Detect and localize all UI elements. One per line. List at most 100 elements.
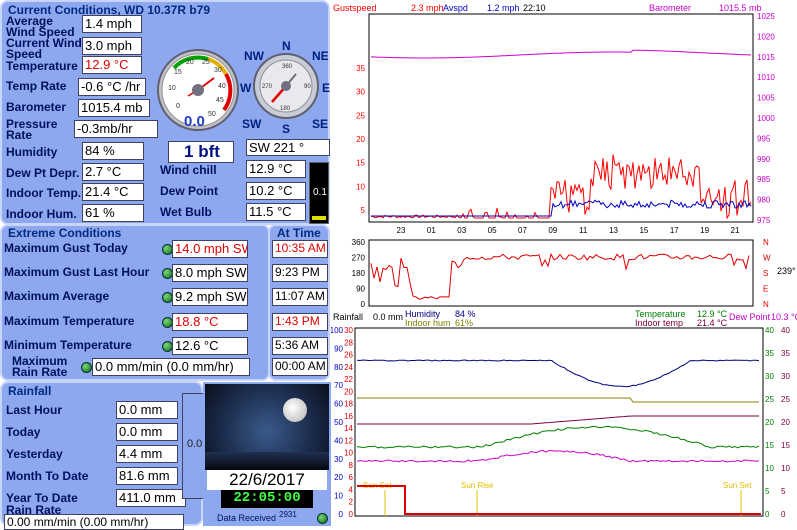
rain-rate-label: Rain Rate (6, 503, 62, 517)
windchill-value: 12.9 °C (246, 160, 306, 178)
temperature-axis-tick: 0 (765, 510, 770, 519)
wind-direction-compass: 360 90 180 270 N NE E SE S SW W NW (240, 39, 330, 134)
direction-letter: E (763, 285, 768, 294)
indoor-temp-axis-tick: 35 (781, 349, 790, 358)
indoor-temp-axis-tick: 0 (781, 510, 786, 519)
current-conditions-title: Current Conditions, WD 10.37R b79 (8, 3, 211, 17)
baro-label: Barometer (649, 3, 691, 13)
time-axis-tick: 17 (670, 226, 679, 235)
rain-axis-tick: 4 (349, 485, 354, 494)
gauge-tick: 45 (216, 97, 224, 104)
temp-rate-label: Temp Rate (6, 79, 67, 93)
rain-rate-value: 0.00 mm/min (0.00 mm/hr) (4, 514, 184, 530)
direction-axis-tick: 360 (352, 238, 366, 247)
avg-series (371, 199, 752, 217)
rain-axis-tick: 16 (344, 412, 353, 421)
indoor-humidity-value: 61 % (82, 204, 144, 222)
temperature-axis-tick: 5 (765, 487, 770, 496)
humidity-axis-tick: 10 (334, 492, 343, 501)
barometer-label: Barometer (6, 100, 67, 114)
year-to-date-value: 411.0 mm (116, 489, 186, 507)
gust-label: Gustspeed (333, 3, 377, 13)
direction-letter: S (763, 269, 768, 278)
time-axis-tick: 21 (731, 226, 740, 235)
extreme-row-time: 9:23 PM (272, 264, 328, 282)
extreme-row-label: Maximum Average (4, 289, 110, 303)
wetbulb-value: 11.5 °C (246, 203, 306, 221)
rain-gauge-value: 0.0 (187, 438, 203, 450)
extreme-row-label: Maximum Gust Today (4, 241, 128, 255)
rain-axis-tick: 30 (344, 326, 353, 335)
svg-text:90: 90 (304, 84, 311, 90)
sunset2-label: Sun Set (723, 481, 752, 490)
rain-axis-tick: 22 (344, 375, 353, 384)
extreme-row-label: Maximum Gust Last Hour (4, 265, 150, 279)
today-value: 0.0 mm (116, 423, 178, 441)
time-axis-tick: 01 (427, 226, 436, 235)
dew-depression-value: 2.7 °C (82, 163, 144, 181)
extreme-row-time: 11:07 AM (272, 288, 328, 306)
temperature-value: 12.9 °C (82, 56, 142, 74)
temperature-axis-tick: 30 (765, 372, 774, 381)
gauge-tick: 15 (174, 69, 182, 76)
current-conditions-panel: Current Conditions, WD 10.37R b79 Averag… (0, 0, 330, 225)
rainfall-title: Rainfall (8, 384, 52, 398)
baro-axis-tick: 1010 (757, 73, 775, 82)
baro-axis-tick: 995 (757, 134, 771, 143)
humidity-axis-tick: 70 (334, 381, 343, 390)
chart-time: 22:10 (523, 3, 546, 13)
indoor-humidity-label: Indoor Hum. (6, 207, 77, 221)
direction-letter: N (763, 238, 769, 247)
indoor-temp-axis-tick: 10 (781, 464, 790, 473)
rain-axis-tick: 0 (349, 510, 354, 519)
rainfall-value: 0.0 mm (373, 312, 403, 322)
cur-wind-label: Current Wind Speed (6, 36, 82, 61)
indoor-temp-axis-tick: 20 (781, 418, 790, 427)
temperature-label: Temperature (635, 309, 686, 319)
moon-clock-panel: 22/6/2017 22:05:00 Data Received 2931 (203, 382, 331, 526)
last-hour-value: 0.0 mm (116, 401, 178, 419)
dewpoint-value: 10.2 °C (246, 182, 306, 200)
temperature-series (356, 425, 760, 449)
indoor-temp-axis-tick: 5 (781, 487, 786, 496)
temperature-axis-tick: 25 (765, 395, 774, 404)
direction-axis-tick: 0 (361, 300, 366, 309)
gauge-tick: 0 (176, 103, 180, 110)
svg-text:E: E (322, 81, 330, 95)
sunrise-label: Sun Rise (461, 481, 494, 490)
gust-series (370, 154, 752, 220)
rain-axis-tick: 14 (344, 424, 353, 433)
avg-wind-value: 1.4 mph (82, 15, 142, 33)
dewpoint-value: 10.3 °C (771, 312, 797, 322)
gust-axis-tick: 10 (356, 182, 365, 191)
indoor-temp-axis-tick: 25 (781, 395, 790, 404)
extreme-row-value: 8.0 mph SW (172, 264, 248, 282)
rain-axis-tick: 6 (349, 473, 354, 482)
time-axis-tick: 15 (639, 226, 648, 235)
extreme-row-time: 10:35 AM (272, 240, 328, 258)
gauge-tick: 20 (186, 59, 194, 66)
dewpoint-series (356, 449, 760, 463)
indoor-temp-axis-tick: 40 (781, 326, 790, 335)
dewpoint-label: Dew Point (729, 312, 771, 322)
rain-axis-tick: 20 (344, 387, 353, 396)
direction-letter: N (763, 300, 769, 309)
windchill-label: Wind chill (160, 163, 217, 177)
time-axis-tick: 19 (700, 226, 709, 235)
dewpoint-label: Dew Point (160, 184, 219, 198)
humidity-axis-tick: 30 (334, 455, 343, 464)
extreme-row-time: 5:36 AM (272, 337, 328, 355)
rain-gauge: 0.0 (182, 393, 204, 499)
gust-axis-tick: 25 (356, 111, 365, 120)
extreme-row-value: 18.8 °C (172, 313, 248, 331)
extreme-row-label: Minimum Temperature (4, 338, 132, 352)
extreme-row-time: 00:00 AM (272, 358, 328, 376)
direction-axis-tick: 90 (356, 285, 365, 294)
extreme-row-led (81, 362, 92, 373)
gust-axis-tick: 30 (356, 88, 365, 97)
extreme-row-time: 1:43 PM (272, 313, 328, 331)
avg-wind-label: Average Wind Speed (6, 14, 75, 39)
temperature-axis-tick: 40 (765, 326, 774, 335)
indoor-temp-series (357, 415, 759, 425)
